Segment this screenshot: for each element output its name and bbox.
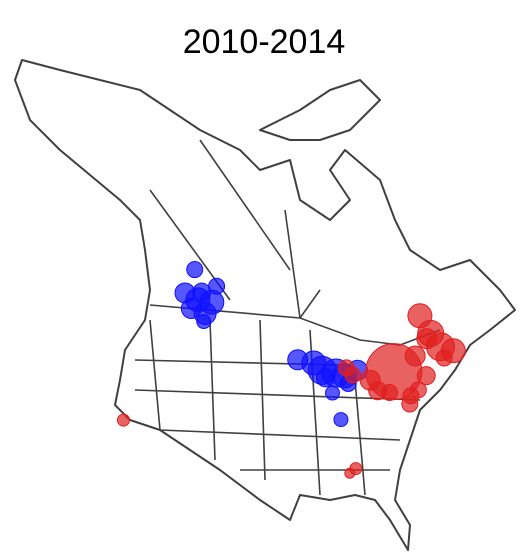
borders <box>134 139 441 496</box>
bubble <box>316 368 336 388</box>
bubble <box>333 412 349 428</box>
bubble <box>337 359 355 377</box>
bubbles <box>116 261 466 479</box>
bubble <box>404 345 426 367</box>
bubble <box>208 277 226 295</box>
bubble <box>344 467 356 479</box>
bubble <box>402 387 420 405</box>
bubble <box>116 413 130 427</box>
bubble <box>196 314 212 330</box>
bubble <box>381 383 399 401</box>
north-america <box>14 59 516 551</box>
bubble <box>435 349 453 367</box>
bubble <box>416 366 436 386</box>
bubble <box>186 261 204 279</box>
bubble <box>407 303 433 329</box>
arctic-islands <box>259 79 381 141</box>
map-title: 2010-2014 <box>183 23 346 61</box>
bubble <box>324 385 340 401</box>
basemap <box>14 59 516 551</box>
